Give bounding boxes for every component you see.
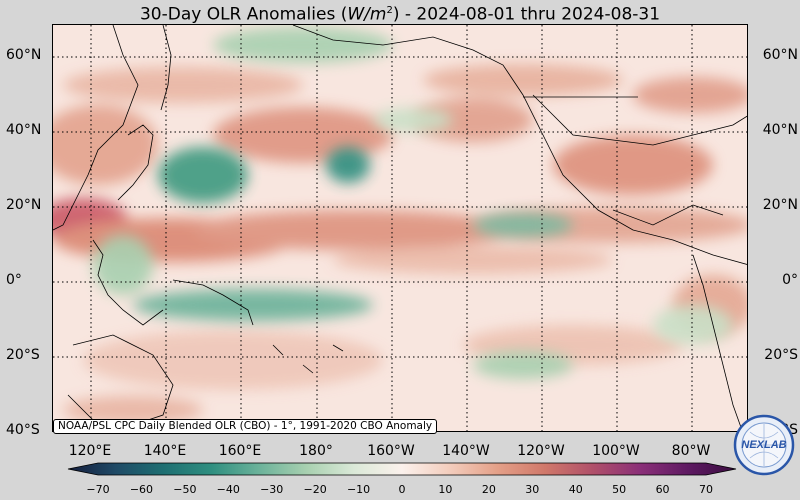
negative-anomaly-areas (93, 27, 733, 379)
colorbar-tick-label: −70 (86, 483, 110, 496)
colorbar-tick-label: 30 (525, 483, 540, 496)
latitude-label-left: 20°N (6, 197, 42, 213)
colorbar-tick-label: −10 (346, 483, 371, 496)
latitude-label-left: 40°S (6, 422, 40, 438)
latitude-label-left: 60°N (6, 47, 42, 63)
longitude-label: 160°W (367, 443, 415, 459)
colorbar-body (67, 462, 737, 476)
latitude-label-left: 20°S (6, 347, 40, 363)
title-prefix: 30-Day OLR Anomalies ( (139, 4, 348, 25)
colorbar-tick-label: −60 (129, 483, 154, 496)
longitude-label: 160°E (218, 443, 262, 459)
latitude-label-right: 60°N (762, 47, 798, 63)
colorbar-tick-label: 70 (699, 483, 713, 496)
longitude-label: 140°E (143, 443, 187, 459)
colorbar-tick-label: 20 (481, 483, 496, 496)
latitude-label-right: 0° (782, 272, 798, 288)
longitude-label: 120°E (68, 443, 112, 459)
latitude-label-right: 20°S (764, 347, 798, 363)
colorbar-tick-label: −40 (216, 483, 240, 496)
map-panel (52, 24, 748, 432)
colorbar-tick-label: 50 (612, 483, 627, 496)
title-unit-exponent: 2 (386, 5, 393, 16)
coastlines (53, 25, 747, 431)
latitude-label-right: 20°N (762, 197, 798, 213)
longitude-label: 120°W (517, 443, 565, 459)
anomaly-map (53, 25, 747, 431)
nexlab-logo: NEXLAB (733, 414, 795, 476)
colorbar-tick-label: 10 (438, 483, 453, 496)
longitude-label: 100°W (592, 443, 640, 459)
data-source-credit: NOAA/PSL CPC Daily Blended OLR (CBO) - 1… (53, 419, 438, 434)
map-title: 30-Day OLR Anomalies (W/m2) - 2024-08-01… (0, 0, 800, 25)
title-unit: W/m (347, 4, 387, 25)
logo-text: NEXLAB (741, 439, 786, 451)
colorbar-tick-label: −30 (260, 483, 284, 496)
title-suffix: ) - 2024-08-01 thru 2024-08-31 (392, 4, 661, 25)
colorbar (67, 462, 737, 476)
latitude-label-right: 40°N (762, 122, 798, 138)
longitude-label: 80°W (671, 443, 711, 459)
graticule (53, 25, 747, 431)
colorbar-tick-label: 60 (655, 483, 670, 496)
latitude-label-left: 40°N (6, 122, 42, 138)
positive-anomaly-areas (53, 64, 747, 424)
longitude-label: 140°W (442, 443, 490, 459)
colorbar-tick-label: −50 (173, 483, 197, 496)
colorbar-tick-label: −20 (303, 483, 327, 496)
colorbar-tick-label: 0 (398, 483, 406, 496)
latitude-label-left: 0° (6, 272, 22, 288)
colorbar-tick-label: 40 (568, 483, 583, 496)
longitude-label: 180° (299, 443, 333, 459)
